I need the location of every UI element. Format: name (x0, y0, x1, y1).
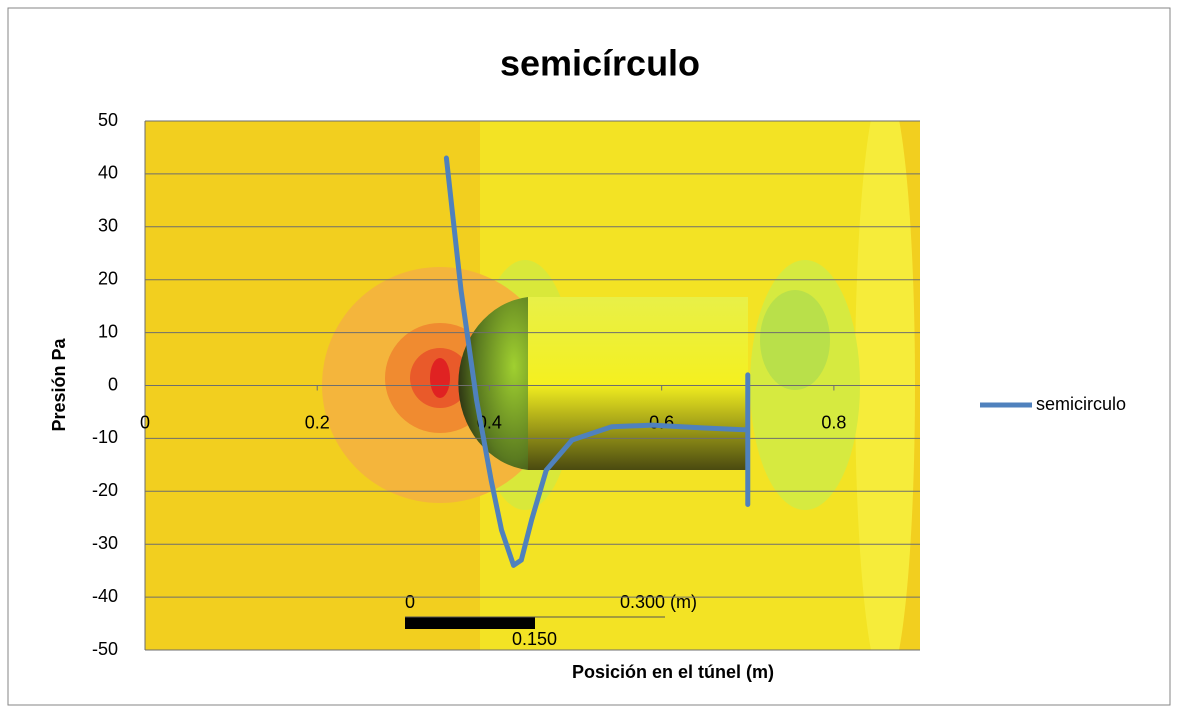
y-tick-label: 10 (98, 321, 118, 341)
annotation: 0.150 (512, 629, 557, 649)
y-tick-label: 0 (108, 374, 118, 394)
x-tick-label: 0.6 (649, 412, 674, 432)
y-tick-label: 20 (98, 268, 118, 288)
y-tick-label: -50 (92, 639, 118, 659)
background-image: 0 0.300 (m) 0.150 (145, 121, 920, 650)
x-tick-label: 0.8 (821, 412, 846, 432)
y-tick-label: -10 (92, 427, 118, 447)
chart-title: semicírculo (500, 43, 700, 84)
y-axis-label: Presión Pa (49, 337, 69, 431)
data-line (443, 155, 751, 568)
x-axis-label: Posición en el túnel (m) (572, 662, 774, 682)
annotation: 0.300 (m) (620, 592, 697, 612)
legend-label: semicirculo (1036, 394, 1126, 414)
x-tick-label: 0.2 (305, 412, 330, 432)
y-tick-label: -30 (92, 533, 118, 553)
y-tick-label: 30 (98, 216, 118, 236)
y-tick-label: 50 (98, 110, 118, 130)
annotation: 0 (405, 592, 415, 612)
y-tick-label: -20 (92, 480, 118, 500)
y-tick-label: 40 (98, 163, 118, 183)
x-tick-label: 0 (140, 412, 150, 432)
y-tick-label: -40 (92, 586, 118, 606)
